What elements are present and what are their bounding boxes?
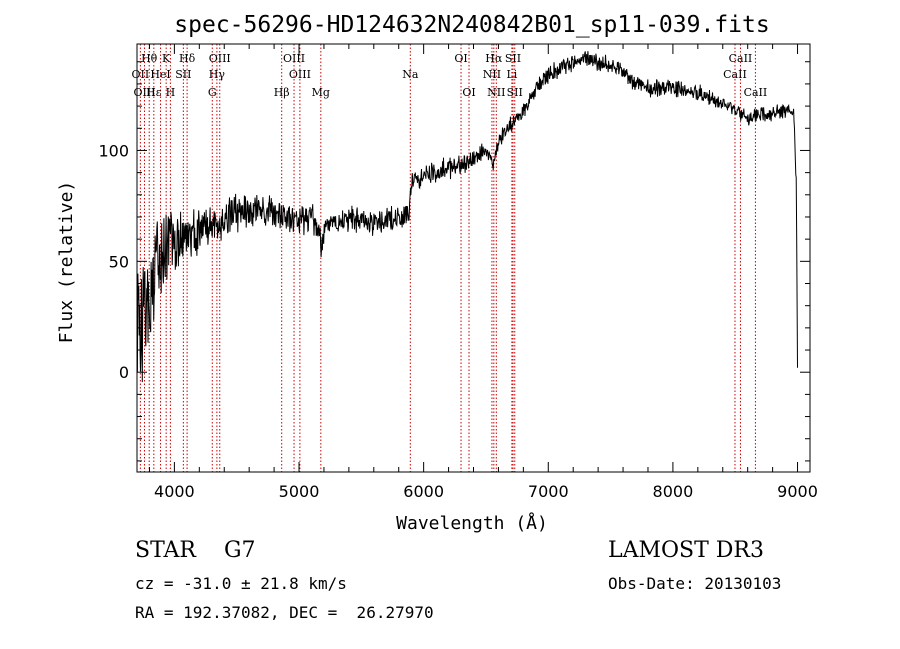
line-label: Hα <box>485 52 503 65</box>
survey-name: LAMOST DR3 <box>608 538 764 563</box>
observation-date: Obs-Date: 20130103 <box>608 574 782 593</box>
spectrum-line <box>136 51 798 383</box>
line-label: OII <box>132 68 150 81</box>
ra-dec-coordinates: RA = 192.37082, DEC = 26.27970 <box>135 603 434 622</box>
x-tick-label: 4000 <box>154 482 195 501</box>
y-tick-label: 50 <box>109 252 129 271</box>
line-label: NII <box>487 86 505 99</box>
y-tick-label: 100 <box>98 141 129 160</box>
line-label: OIII <box>209 52 231 65</box>
line-label: H <box>166 86 176 99</box>
line-label: SII <box>175 68 191 81</box>
x-axis-ticks: 4000 5000 6000 7000 8000 9000 <box>148 44 818 501</box>
x-tick-label: 8000 <box>653 482 694 501</box>
x-tick-label: 6000 <box>403 482 444 501</box>
spectrum-plot <box>136 51 798 383</box>
spectral-line-markers <box>139 44 756 472</box>
y-axis-label: Flux (relative) <box>56 181 77 344</box>
chart-title: spec-56296-HD124632N240842B01_sp11-039.f… <box>174 12 769 38</box>
y-tick-label: 0 <box>119 363 129 382</box>
object-class: STAR G7 <box>135 538 256 563</box>
line-label: Hε <box>146 86 162 99</box>
line-label: Hδ <box>179 52 196 65</box>
line-label: Hθ <box>141 52 158 65</box>
line-label: CaII <box>729 52 753 65</box>
plot-frame <box>136 43 811 473</box>
line-label: Hβ <box>274 86 290 99</box>
line-label: OI <box>454 52 467 65</box>
line-label: OIII <box>289 68 311 81</box>
line-label: OIII <box>133 86 155 99</box>
line-label: G <box>208 86 217 99</box>
line-label: OIII <box>283 52 305 65</box>
line-label: OI <box>462 86 475 99</box>
line-label: NII <box>483 68 501 81</box>
line-label: Li <box>506 68 517 81</box>
x-tick-label: 7000 <box>528 482 569 501</box>
line-label: Hγ <box>209 68 226 81</box>
line-label: Mg <box>312 86 330 99</box>
line-label: CaII <box>744 86 768 99</box>
redshift-velocity: cz = -31.0 ± 21.8 km/s <box>135 574 347 593</box>
line-label: SII <box>505 52 521 65</box>
x-tick-label: 5000 <box>279 482 320 501</box>
y-axis-ticks: 0 50 100 <box>98 61 810 462</box>
line-label: K <box>162 52 171 65</box>
x-axis-label: Wavelength (Å) <box>396 512 548 534</box>
line-label: SII <box>507 86 523 99</box>
line-label: Na <box>402 68 419 81</box>
line-label: CaII <box>723 68 747 81</box>
line-label: HeI <box>150 68 170 81</box>
x-tick-label: 9000 <box>777 482 818 501</box>
